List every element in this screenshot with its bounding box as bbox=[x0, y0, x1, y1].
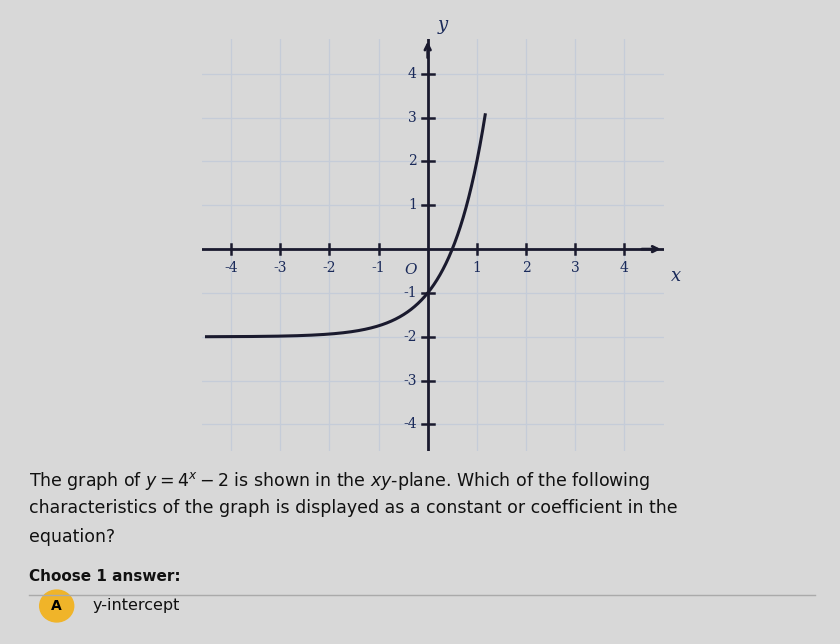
Text: equation?: equation? bbox=[29, 528, 116, 546]
Text: -4: -4 bbox=[224, 261, 238, 276]
Text: 1: 1 bbox=[472, 261, 481, 276]
Text: y-intercept: y-intercept bbox=[92, 598, 180, 613]
Text: O: O bbox=[404, 263, 417, 277]
Text: 1: 1 bbox=[408, 198, 417, 213]
Text: The graph of $y = 4^x - 2$ is shown in the $xy$-plane. Which of the following: The graph of $y = 4^x - 2$ is shown in t… bbox=[29, 470, 651, 492]
Text: -1: -1 bbox=[403, 286, 417, 300]
Text: Choose 1 answer:: Choose 1 answer: bbox=[29, 569, 181, 583]
Text: -4: -4 bbox=[403, 417, 417, 431]
Text: 4: 4 bbox=[620, 261, 628, 276]
Text: -1: -1 bbox=[372, 261, 386, 276]
Text: 3: 3 bbox=[408, 111, 417, 124]
Text: 3: 3 bbox=[570, 261, 580, 276]
Text: 2: 2 bbox=[522, 261, 530, 276]
Text: characteristics of the graph is displayed as a constant or coefficient in the: characteristics of the graph is displaye… bbox=[29, 499, 678, 517]
Text: -2: -2 bbox=[403, 330, 417, 344]
Text: -2: -2 bbox=[323, 261, 336, 276]
Text: A: A bbox=[51, 599, 62, 613]
Circle shape bbox=[39, 590, 74, 622]
Text: 2: 2 bbox=[408, 155, 417, 169]
Text: 4: 4 bbox=[408, 67, 417, 80]
Text: x: x bbox=[671, 267, 681, 285]
Text: -3: -3 bbox=[274, 261, 287, 276]
Text: y: y bbox=[438, 16, 448, 34]
Text: -3: -3 bbox=[403, 374, 417, 388]
